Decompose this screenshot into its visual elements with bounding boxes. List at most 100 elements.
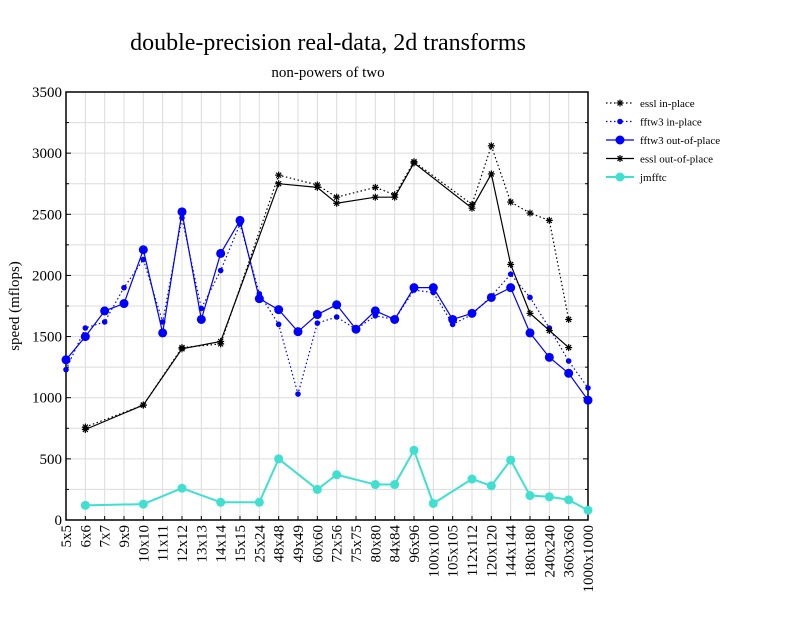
star-stroke (507, 199, 514, 205)
data-point (564, 495, 574, 505)
x-tick-label: 72x56 (330, 525, 346, 563)
data-point (525, 328, 535, 338)
star-stroke (140, 402, 147, 408)
data-point (119, 299, 129, 309)
x-tick-label: 48x48 (272, 525, 288, 563)
star-stroke (333, 194, 340, 201)
data-point (254, 294, 264, 304)
x-tick-label: 60x60 (310, 525, 326, 563)
data-point (486, 481, 496, 491)
series-fftw3-out-of-place (61, 207, 593, 405)
data-point (428, 283, 438, 293)
star-marker (275, 171, 283, 179)
x-tick-label: 120x120 (484, 525, 500, 578)
star-stroke (333, 200, 340, 207)
y-tick-label: 1500 (32, 330, 62, 346)
data-point (332, 300, 342, 310)
x-tick-label: 11x11 (156, 525, 172, 561)
x-tick-label: 9x9 (117, 525, 133, 548)
data-point (177, 483, 187, 493)
star-marker (507, 260, 515, 268)
y-tick-label: 3500 (32, 85, 62, 101)
data-point (274, 454, 284, 464)
chart-subtitle: non-powers of two (271, 65, 384, 81)
legend-item: jmfftc (606, 172, 667, 184)
legend: essl in-place fftw3 in-place fftw3 out-of-… (606, 98, 720, 184)
x-tick-label: 240x240 (542, 525, 558, 578)
data-point (370, 480, 380, 490)
x-tick-label: 84x84 (388, 525, 404, 563)
legend-label: essl out-of-place (640, 154, 713, 166)
data-point (585, 385, 591, 391)
data-point (333, 314, 340, 320)
data-point (275, 321, 282, 328)
x-tick-label: 75x75 (349, 525, 365, 563)
x-tick-label: 13x13 (194, 525, 210, 563)
data-point (82, 325, 89, 331)
data-point (617, 118, 623, 125)
star-stroke (488, 142, 495, 149)
star-stroke (527, 310, 533, 317)
y-tick-label: 1000 (32, 391, 62, 407)
data-point (527, 294, 533, 301)
x-tick-label: 96x96 (407, 525, 423, 563)
legend-item: essl in-place (606, 98, 695, 110)
data-point (312, 484, 322, 494)
data-point (615, 135, 625, 145)
y-tick-label: 2500 (32, 207, 62, 223)
data-point (80, 500, 90, 510)
data-point (101, 319, 108, 325)
star-marker (545, 326, 553, 334)
star-stroke (617, 155, 623, 162)
data-point (100, 306, 110, 316)
star-stroke (372, 184, 379, 191)
x-tick-label: 112x112 (465, 525, 481, 576)
x-tick-label: 180x180 (523, 525, 539, 578)
data-point (564, 368, 574, 378)
data-point (274, 305, 284, 315)
star-marker (468, 204, 476, 212)
data-point (216, 497, 226, 507)
star-stroke (179, 345, 185, 352)
star-stroke (565, 316, 572, 323)
axes: 0 500 1000 1500 2000 2500 3000 3500 5x5 6x6 7x7 9x9… (32, 85, 597, 593)
grid (65, 91, 589, 521)
legend-item: fftw3 out-of-place (606, 135, 720, 147)
star-marker (487, 142, 495, 150)
y-tick-label: 500 (40, 452, 63, 468)
data-point (506, 283, 516, 293)
star-stroke (391, 194, 398, 201)
data-point (583, 505, 593, 515)
data-point (295, 391, 301, 397)
star-marker (313, 183, 321, 191)
star-stroke (372, 194, 379, 201)
star-stroke (617, 100, 623, 106)
x-tick-label: 10x10 (136, 525, 152, 563)
data-point (565, 358, 572, 364)
series-group (61, 142, 593, 515)
data-point (158, 328, 168, 338)
star-marker (507, 198, 515, 206)
star-marker (545, 216, 553, 224)
star-marker (139, 401, 147, 409)
data-point (177, 207, 187, 217)
y-axis-label: speed (mflops) (7, 261, 23, 351)
star-marker (81, 426, 89, 434)
star-stroke (546, 217, 553, 224)
data-point (293, 327, 303, 337)
data-point (544, 492, 554, 502)
legend-label: fftw3 in-place (640, 117, 702, 129)
data-point (615, 172, 625, 182)
star-stroke (275, 172, 282, 179)
data-point (61, 355, 71, 365)
star-stroke (314, 184, 321, 191)
series-jmfftc (80, 445, 593, 515)
star-marker (616, 99, 624, 107)
star-marker (391, 193, 399, 201)
star-marker (333, 199, 341, 207)
star-stroke (82, 426, 89, 433)
x-tick-label: 80x80 (368, 525, 384, 563)
x-tick-label: 12x12 (175, 525, 191, 563)
star-stroke (565, 344, 572, 351)
series-essl-out-of-place (81, 159, 573, 434)
